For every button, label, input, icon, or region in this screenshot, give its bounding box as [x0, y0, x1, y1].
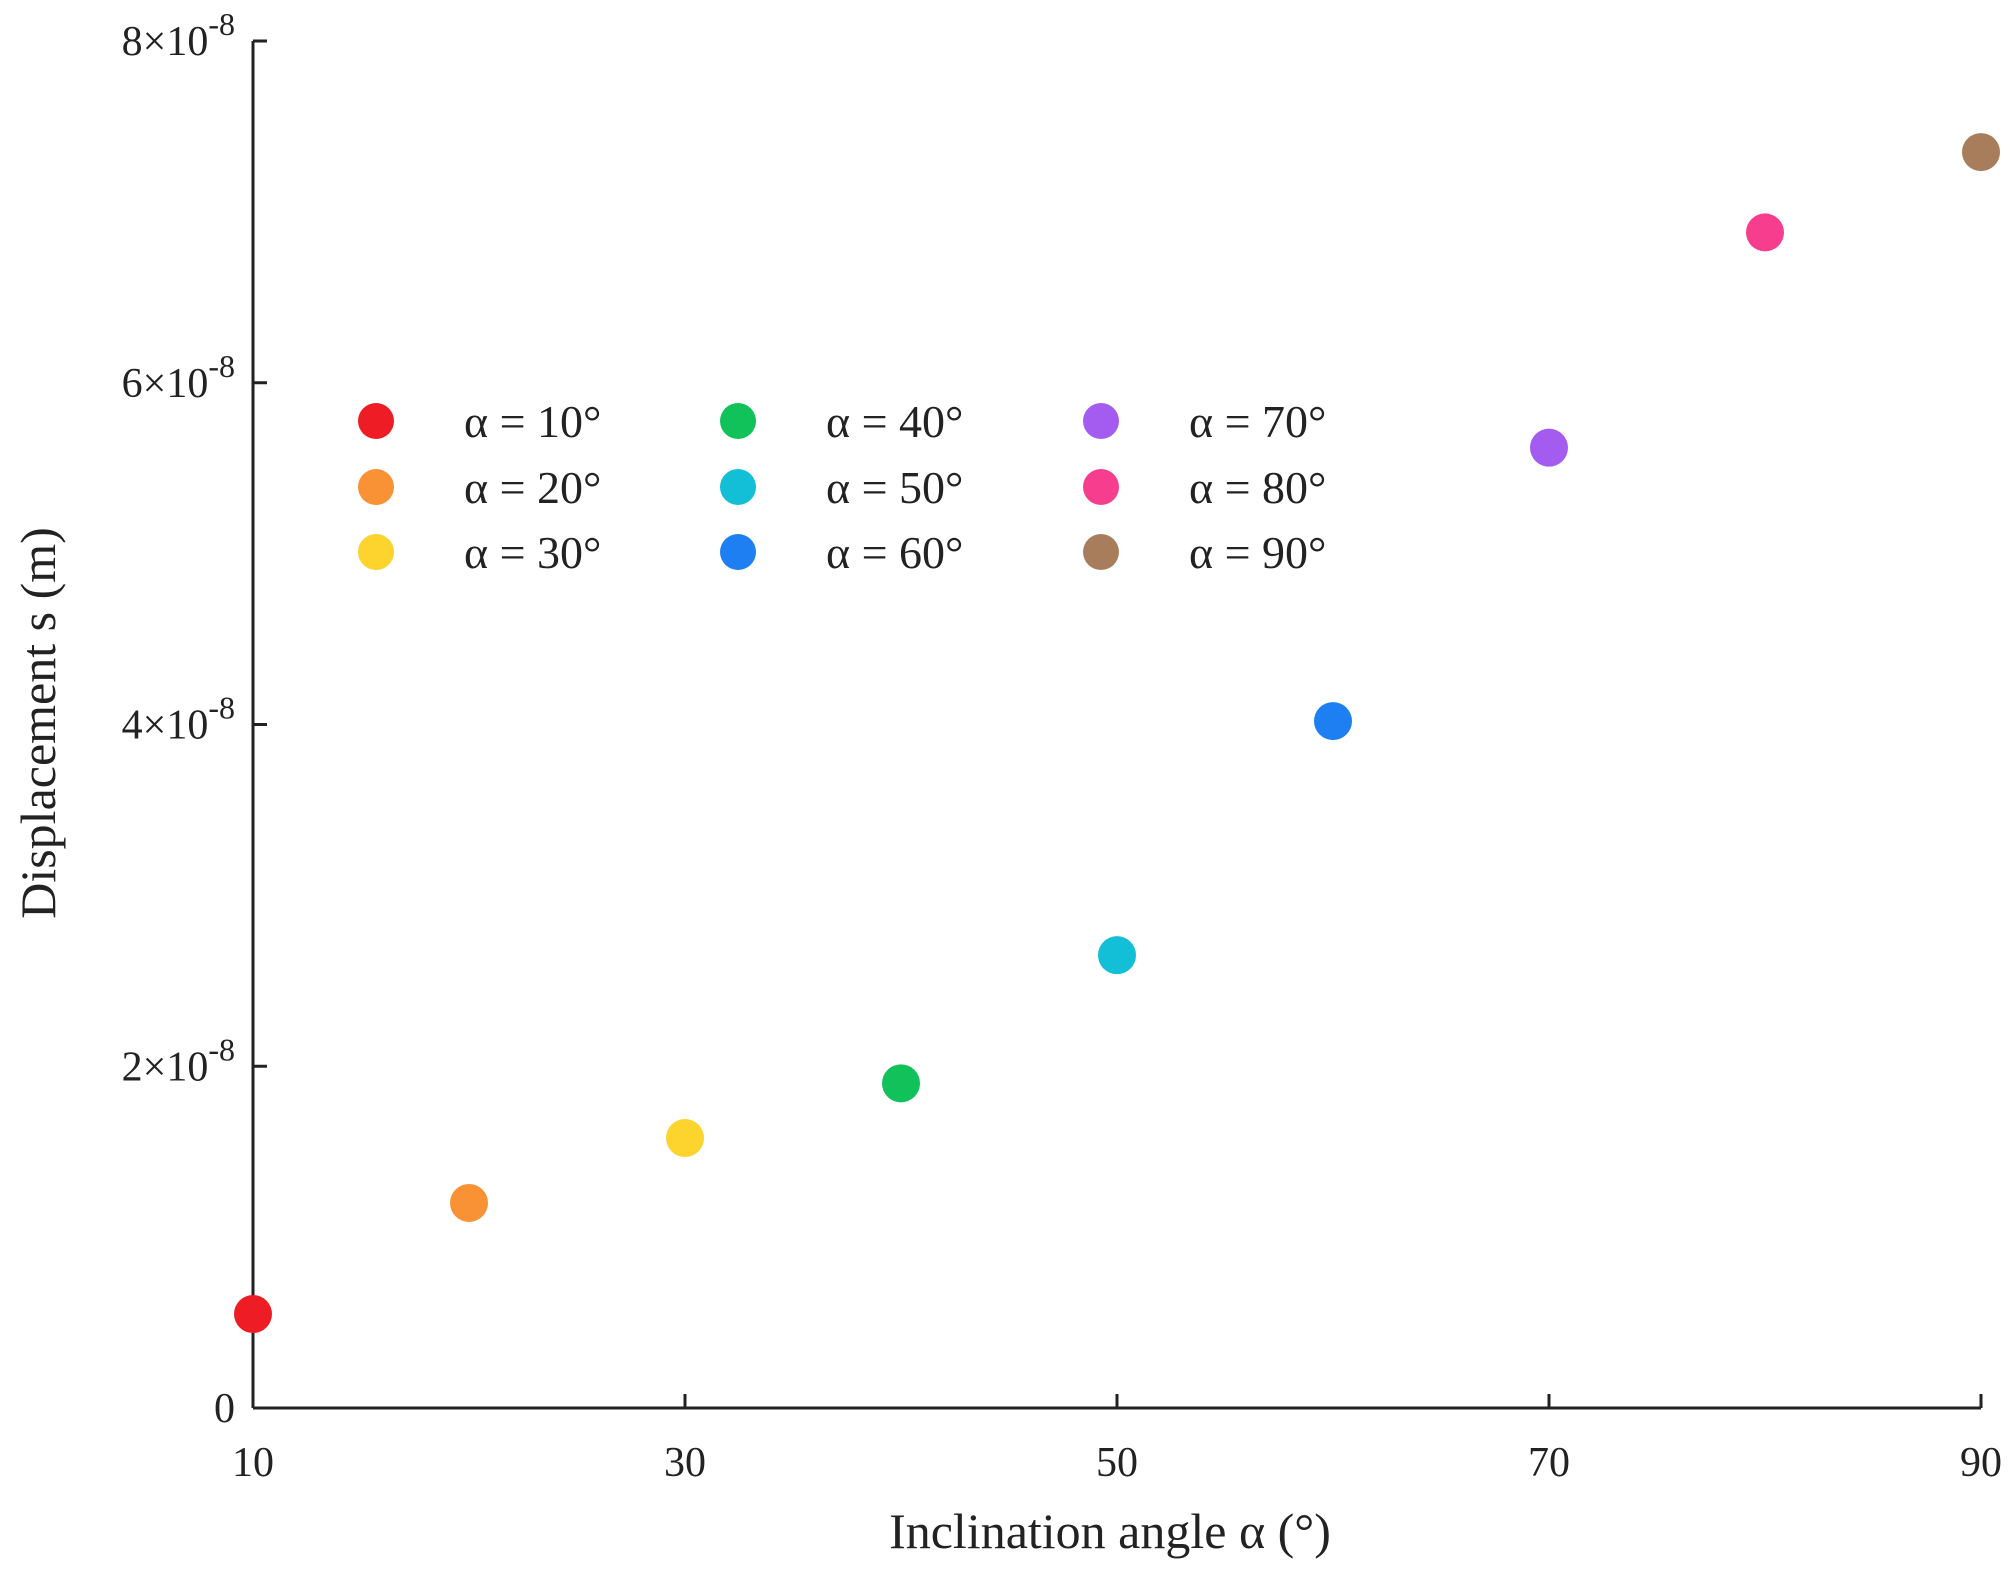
legend-label: α = 60° [826, 527, 963, 578]
y-tick-label: 2×10-8 [122, 1031, 235, 1090]
legend-label: α = 10° [464, 396, 601, 447]
y-tick-label: 4×10-8 [122, 690, 235, 749]
legend-marker [720, 469, 756, 505]
legend-marker [1083, 534, 1119, 570]
data-point [450, 1183, 488, 1222]
data-point [882, 1064, 920, 1103]
legend: α = 10° α = 20° α = 30° α = 40° α = 50° α = 6… [358, 396, 1326, 578]
legend-label: α = 30° [464, 527, 601, 578]
data-point [1314, 702, 1352, 741]
legend-label: α = 20° [464, 462, 601, 513]
y-tick-label: 0 [214, 1386, 235, 1432]
legend-marker [1083, 403, 1119, 439]
axes [251, 41, 1981, 1410]
legend-marker [720, 534, 756, 570]
y-axis-title: Displacement s (m) [10, 527, 66, 919]
data-points [234, 133, 2000, 1334]
x-tick-label: 30 [664, 1440, 706, 1486]
data-point [1746, 213, 1784, 252]
legend-label: α = 90° [1189, 527, 1326, 578]
legend-label: α = 80° [1189, 462, 1326, 513]
y-tick-label: 6×10-8 [122, 348, 235, 407]
x-axis-title: Inclination angle α (°) [889, 1503, 1331, 1559]
x-tick-label: 10 [232, 1440, 274, 1486]
data-point [234, 1295, 272, 1334]
data-point [1098, 936, 1136, 975]
legend-label: α = 40° [826, 396, 963, 447]
data-point [1962, 133, 2000, 172]
legend-label: α = 70° [1189, 396, 1326, 447]
x-tick-label: 70 [1528, 1440, 1570, 1486]
legend-marker [720, 403, 756, 439]
x-axis-ticks: 10 30 50 70 90 [232, 1394, 2002, 1486]
data-point [666, 1119, 704, 1158]
x-tick-label: 90 [1960, 1440, 2002, 1486]
legend-marker [1083, 469, 1119, 505]
legend-marker [358, 469, 394, 505]
legend-marker [358, 403, 394, 439]
data-point [1530, 428, 1568, 467]
y-axis-ticks: 0 2×10-8 4×10-8 6×10-8 8×10-8 [122, 6, 267, 1432]
legend-label: α = 50° [826, 462, 963, 513]
legend-marker [358, 534, 394, 570]
x-tick-label: 50 [1096, 1440, 1138, 1486]
y-tick-label: 8×10-8 [122, 6, 235, 65]
